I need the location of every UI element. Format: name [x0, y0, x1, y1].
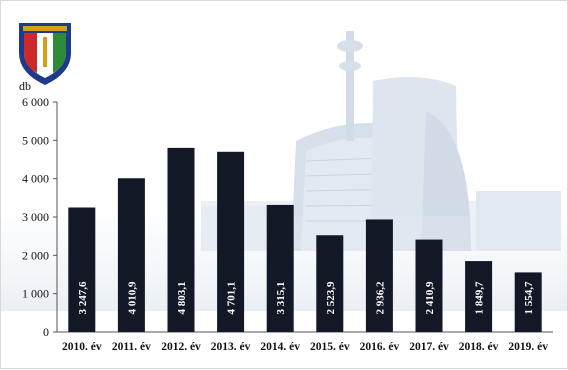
bar	[117, 178, 145, 332]
y-tick-label: 6 000	[22, 95, 49, 109]
y-axis-labels: 0 1 000 2 000 3 000 4 000 5 000 6 000	[22, 95, 49, 339]
bar-value-label: 3 315,1	[275, 282, 287, 315]
bar	[266, 204, 294, 332]
bar-value-label: 4 803,1	[176, 282, 188, 315]
x-tick-label: 2010. év	[62, 341, 102, 353]
y-axis-unit: db	[19, 79, 31, 93]
bar-value-label: 2 523,9	[325, 281, 337, 315]
bar-value-label: 1 554,7	[523, 281, 535, 315]
x-tick-label: 2014. év	[260, 341, 300, 353]
bar	[514, 272, 542, 332]
bar-value-label: 2 410,9	[424, 281, 436, 315]
bar	[68, 207, 96, 332]
y-tick-label: 5 000	[22, 133, 49, 147]
x-tick-label: 2012. év	[161, 341, 201, 353]
bars	[68, 147, 542, 332]
x-tick-label: 2018. év	[459, 341, 499, 353]
bar	[217, 151, 245, 332]
value-labels: 3 247,6 4 010,9 4 803,1 4 701,1 3 315,1 2 523…	[77, 281, 535, 315]
bar	[365, 219, 393, 332]
bar	[415, 239, 443, 332]
bar-value-label: 3 247,6	[77, 281, 89, 315]
x-tick-label: 2017. év	[409, 341, 449, 353]
y-tick-label: 4 000	[22, 172, 49, 186]
bar-value-label: 2 936,2	[374, 281, 386, 315]
y-tick-label: 3 000	[22, 210, 49, 224]
x-tick-label: 2015. év	[310, 341, 350, 353]
bar	[316, 235, 344, 332]
bar	[167, 147, 195, 332]
police-shield-emblem-icon	[19, 23, 71, 85]
bar-value-label: 4 010,9	[126, 281, 138, 315]
x-axis-labels: 2010. év 2011. év 2012. év 2013. év 2014. év…	[62, 341, 548, 353]
bar-value-label: 4 701,1	[226, 282, 238, 315]
bar	[465, 261, 493, 332]
bar-value-label: 1 849,7	[474, 281, 486, 315]
x-tick-label: 2016. év	[360, 341, 400, 353]
y-tick-label: 2 000	[22, 248, 49, 262]
y-tick-label: 0	[43, 325, 49, 339]
x-tick-label: 2011. év	[112, 341, 151, 353]
y-tick-label: 1 000	[22, 287, 49, 301]
x-tick-label: 2013. év	[211, 341, 251, 353]
x-tick-label: 2019. év	[508, 341, 548, 353]
